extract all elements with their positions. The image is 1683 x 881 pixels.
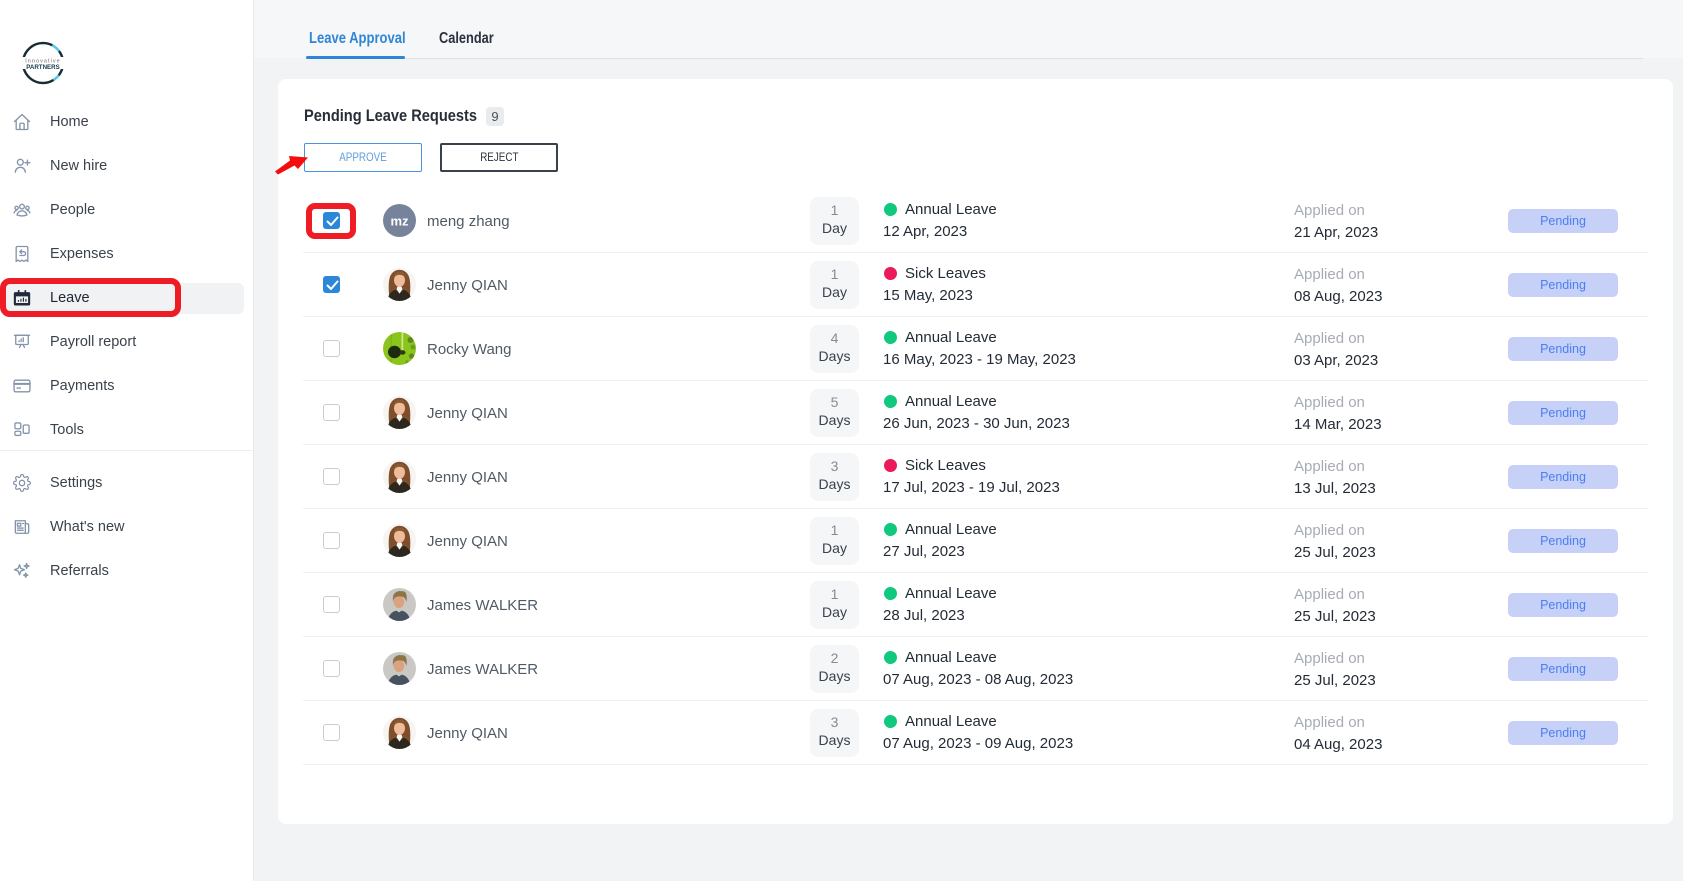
svg-text:mz: mz <box>390 214 409 229</box>
svg-text:Innovative: Innovative <box>25 59 61 65</box>
svg-text:PARTNERS: PARTNERS <box>26 64 60 71</box>
